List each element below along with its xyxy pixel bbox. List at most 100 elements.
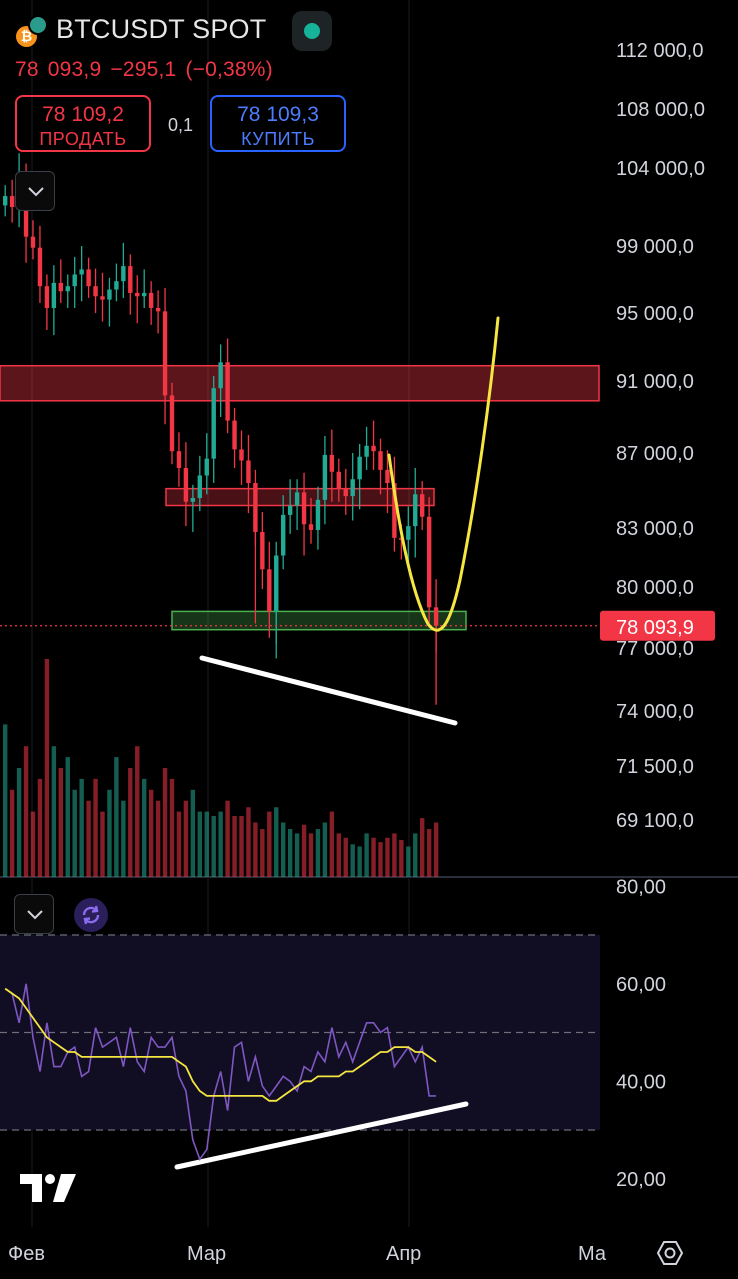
volume-bar — [65, 757, 70, 877]
candle-body — [142, 292, 147, 297]
candle-body — [190, 498, 196, 502]
rsi-ma-line — [4, 987, 437, 1102]
last-price-tag — [600, 610, 715, 641]
time-axis-label: Ма — [578, 1243, 607, 1265]
candle-body — [51, 282, 57, 308]
candle-body — [301, 492, 307, 525]
volume-bar — [364, 833, 369, 877]
rsi-axis-label: 20,00 — [616, 1169, 666, 1191]
support-zone — [171, 610, 467, 631]
volume-bar — [169, 778, 175, 877]
volume-bar — [86, 800, 91, 877]
candle-body — [183, 468, 189, 502]
resistance-zone — [0, 364, 600, 402]
candle-body — [239, 449, 244, 461]
buy-button[interactable]: 78 109,3 КУПИТЬ — [210, 95, 346, 152]
volume-bar — [413, 833, 418, 877]
candle-body — [378, 451, 383, 470]
candle-body — [211, 388, 216, 459]
candle-body — [232, 420, 237, 450]
candle-body — [218, 362, 223, 389]
candle-body — [420, 494, 425, 517]
rsi-axis-label: 60,00 — [616, 974, 666, 996]
rsi-axis-label: 80,00 — [616, 876, 666, 898]
candle-body — [406, 526, 411, 540]
last-price: 78 093,9 — [15, 58, 102, 81]
volume-bar — [253, 822, 258, 877]
price-axis-label: 71 500,0 — [616, 756, 694, 778]
collapse-main-pane-button[interactable] — [15, 171, 55, 211]
volume-bar — [218, 811, 223, 877]
price-quote: 78 093,9 −295,1 (−0,38%) — [15, 58, 273, 82]
candle-body — [79, 269, 84, 275]
candle-body — [392, 483, 397, 538]
candle-body — [114, 281, 119, 290]
symbol-title[interactable]: BTCUSDT SPOT — [56, 14, 267, 44]
price-change: −295,1 — [110, 58, 177, 81]
candle-body — [204, 458, 209, 476]
volume-bar — [128, 768, 133, 877]
volume-bar — [23, 746, 29, 877]
volume-bar — [58, 768, 63, 877]
volume-bar — [301, 824, 307, 877]
collapse-rsi-pane-button[interactable] — [14, 894, 54, 934]
candle-body — [308, 524, 314, 530]
volume-bar — [37, 778, 43, 877]
volume-bar — [371, 837, 376, 877]
candle-body — [385, 469, 390, 483]
price-axis-label: 112 000,0 — [616, 40, 704, 62]
volume-bar — [93, 778, 98, 877]
price-axis-label: 87 000,0 — [616, 443, 694, 465]
volume-bar — [114, 757, 119, 877]
buy-label: КУПИТЬ — [241, 129, 315, 149]
gear-icon[interactable] — [656, 1239, 684, 1272]
candle-body — [44, 286, 50, 308]
candle-body — [225, 362, 230, 421]
candle-body — [9, 196, 15, 207]
volume-bar — [267, 811, 272, 877]
tradingview-logo-icon — [20, 1174, 76, 1209]
volume-bar — [148, 789, 154, 877]
candle-body — [3, 196, 8, 206]
volume-bar — [343, 837, 348, 877]
volume-bar — [232, 815, 237, 877]
sell-price: 78 109,2 — [42, 103, 124, 126]
price-change-percent: (−0,38%) — [185, 58, 273, 81]
rsi-axis-label: 40,00 — [616, 1071, 666, 1093]
indicator-sync-button[interactable] — [74, 898, 108, 932]
volume-bar — [329, 811, 335, 877]
volume-bar — [399, 839, 404, 877]
volume-bar — [176, 811, 182, 877]
rsi-trendline — [174, 1101, 469, 1170]
price-axis-label: 77 000,0 — [616, 638, 694, 660]
volume-bar — [350, 844, 355, 877]
chart-header: ₿ BTCUSDT SPOT 78 093,9 −295,1 (−0,38%) … — [0, 0, 600, 170]
volume-bar — [336, 833, 341, 877]
last-price-tag-label: 78 093,9 — [616, 617, 694, 639]
projection-curve — [387, 316, 500, 632]
volume-bar — [392, 833, 397, 877]
volume-bar — [142, 778, 147, 877]
volume-bar — [3, 724, 8, 877]
chevron-down-icon — [28, 187, 44, 197]
volume-bar — [274, 807, 279, 877]
candle-body — [322, 454, 328, 500]
volume-bar — [197, 811, 202, 877]
volume-bar — [100, 811, 105, 877]
price-axis-label: 80 000,0 — [616, 577, 694, 599]
volume-bar — [308, 833, 314, 877]
candle-body — [287, 505, 293, 515]
candle-body — [426, 516, 432, 608]
price-axis-label: 108 000,0 — [616, 99, 705, 121]
candle-body — [155, 307, 161, 312]
candle-body — [197, 475, 202, 498]
market-status-button[interactable] — [292, 11, 332, 51]
sell-button[interactable]: 78 109,2 ПРОДАТЬ — [15, 95, 151, 152]
volume-bar — [162, 768, 168, 877]
candle-body — [128, 266, 133, 293]
time-axis-label: Апр — [386, 1243, 421, 1265]
candle-body — [93, 286, 98, 297]
order-quantity[interactable]: 0,1 — [168, 115, 194, 135]
candle-body — [336, 471, 341, 489]
